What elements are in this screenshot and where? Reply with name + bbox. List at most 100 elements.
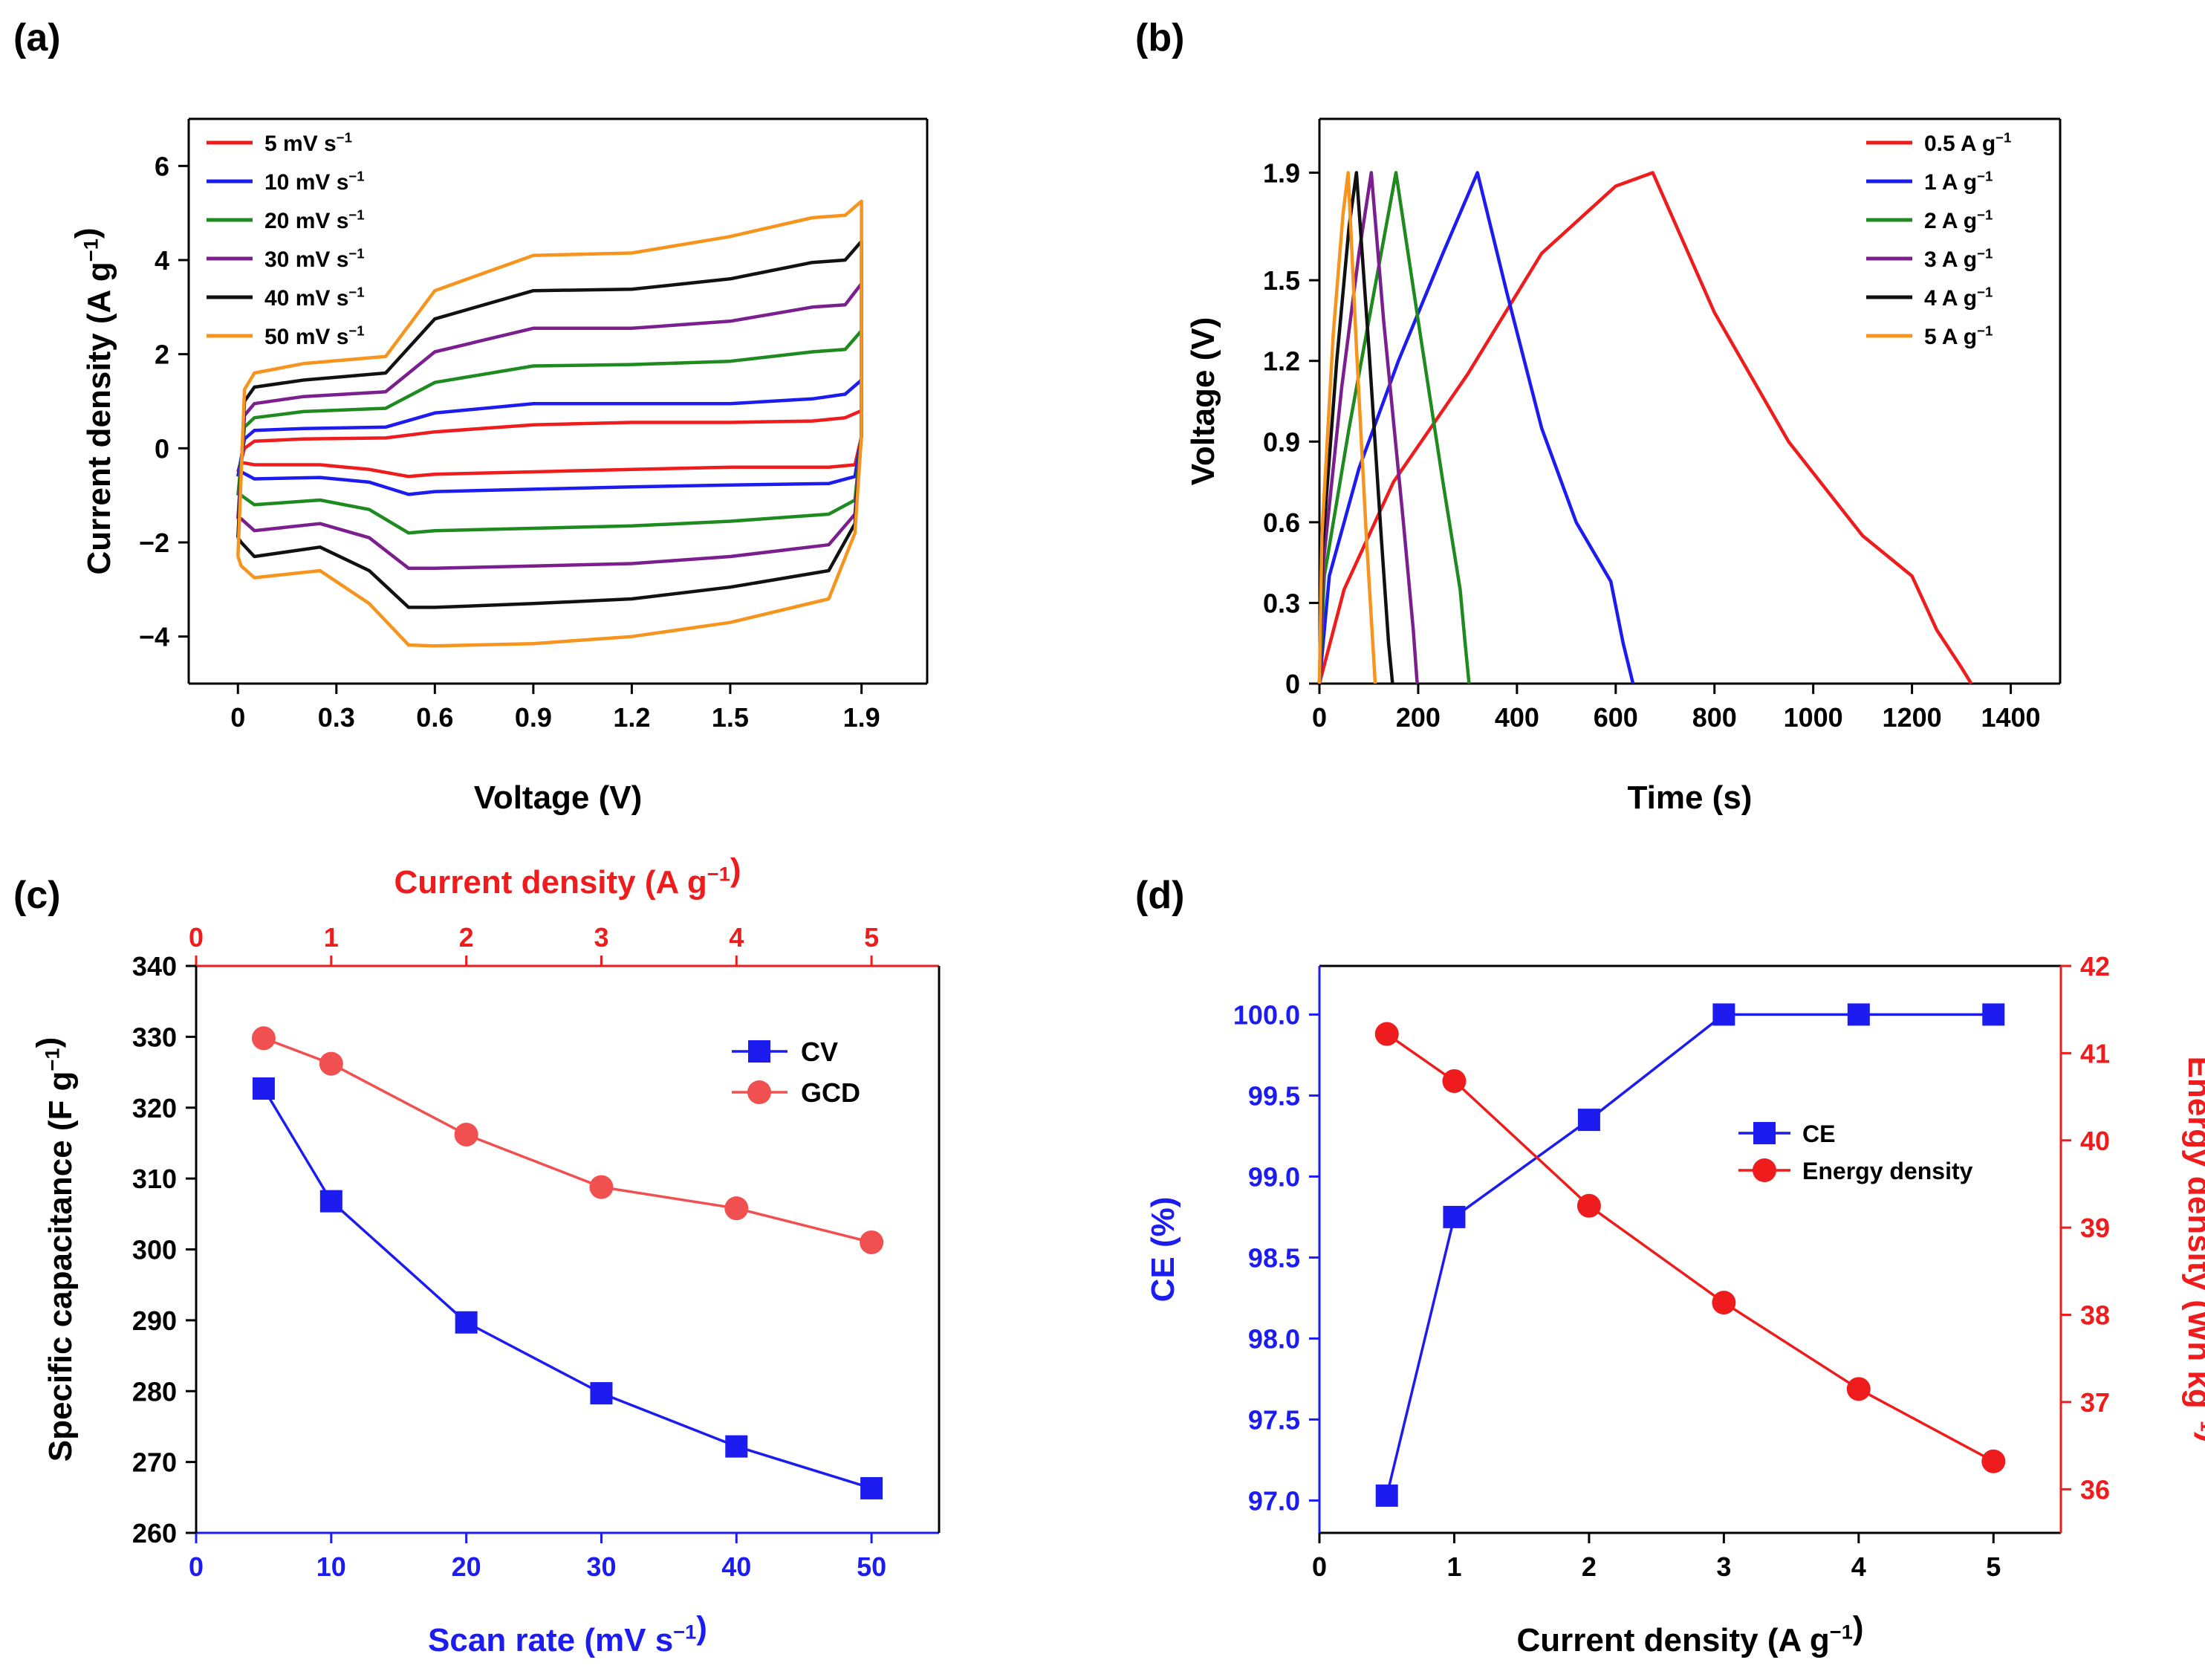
b-legend-label: 5 A g−1 <box>1924 323 1993 349</box>
c-xlabel: Scan rate (mV s−1) <box>428 1609 707 1658</box>
c-x-tick-label: 40 <box>721 1551 751 1582</box>
c-point-GCD <box>319 1051 343 1076</box>
b-y-tick-label: 0 <box>1285 669 1300 699</box>
d-point-Energy density <box>1442 1068 1467 1093</box>
c-point-CV <box>725 1435 748 1458</box>
c-x2-tick-label: 4 <box>729 922 744 953</box>
d-point-CE <box>1577 1109 1600 1132</box>
c-y-tick-label: 260 <box>132 1518 177 1548</box>
a-y-tick-label: −4 <box>139 622 169 652</box>
b-legend-label: 1 A g−1 <box>1924 169 1993 195</box>
c-ylabel: Specific capacitance (F g−1) <box>30 1037 79 1462</box>
c-y-tick-label: 320 <box>132 1093 177 1123</box>
d-legend-label: CE <box>1802 1120 1835 1147</box>
d-ylabel: CE (%) <box>1145 1197 1181 1303</box>
c-x-tick-label: 50 <box>857 1551 886 1582</box>
b-series-5 <box>1317 171 1394 684</box>
a-x-tick-label: 1.5 <box>712 702 749 733</box>
d-y2-tick-label: 38 <box>2080 1300 2110 1331</box>
b-x-tick-label: 0 <box>1312 702 1327 733</box>
c-x2label: Current density (A g−1) <box>394 852 741 901</box>
b-x-tick-label: 1200 <box>1883 702 1942 733</box>
b-y-tick-label: 0.3 <box>1263 588 1300 618</box>
d-point-CE <box>1712 1003 1735 1026</box>
d-y-tick-label: 97.5 <box>1248 1404 1300 1435</box>
a-xlabel: Voltage (V) <box>474 779 643 816</box>
c-legend-label: CV <box>801 1037 838 1067</box>
c-legend-label: GCD <box>801 1077 860 1108</box>
c-point-GCD <box>724 1196 749 1221</box>
a-legend-label: 40 mV s−1 <box>264 285 365 311</box>
c-legend-marker <box>748 1040 770 1063</box>
b-y-tick-label: 0.6 <box>1263 507 1300 538</box>
b-ylabel: Voltage (V) <box>1185 317 1221 486</box>
d-point-CE <box>1982 1003 2005 1026</box>
d-point-Energy density <box>1712 1291 1736 1315</box>
b-y-tick-label: 0.9 <box>1263 427 1300 457</box>
d-x-tick-label: 2 <box>1582 1551 1597 1582</box>
d-y-tick-label: 98.0 <box>1248 1323 1300 1354</box>
a-x-tick-label: 1.9 <box>843 702 880 733</box>
b-legend-label: 2 A g−1 <box>1924 207 1993 233</box>
c-point-CV <box>319 1190 342 1213</box>
a-legend-label: 5 mV s−1 <box>264 130 352 156</box>
d-y2-tick-label: 42 <box>2080 951 2110 982</box>
c-y-tick-label: 330 <box>132 1022 177 1052</box>
b-series-2 <box>1317 171 1635 684</box>
d-point-CE <box>1443 1205 1466 1228</box>
d-y-tick-label: 99.5 <box>1248 1080 1300 1111</box>
a-y-tick-label: 4 <box>155 245 169 276</box>
c-series-line-GCD <box>263 1037 872 1244</box>
c-x-tick-label: 20 <box>452 1551 481 1582</box>
c-series-line-CV <box>262 1088 872 1490</box>
c-y-tick-label: 270 <box>132 1447 177 1478</box>
c-x-tick-label: 30 <box>586 1551 616 1582</box>
a-x-tick-label: 0.6 <box>416 702 453 733</box>
d-legend-marker <box>1753 1158 1776 1182</box>
c-point-GCD <box>589 1175 614 1199</box>
d-series-line-CE <box>1385 1013 1994 1496</box>
a-legend-label: 10 mV s−1 <box>264 169 365 195</box>
b-series-6 <box>1317 171 1377 684</box>
b-legend-label: 0.5 A g−1 <box>1924 130 2011 156</box>
b-x-tick-label: 1000 <box>1784 702 1843 733</box>
b-x-tick-label: 400 <box>1495 702 1539 733</box>
a-x-tick-label: 0 <box>230 702 245 733</box>
d-y-tick-label: 100.0 <box>1233 999 1300 1030</box>
c-y-tick-label: 280 <box>132 1376 177 1407</box>
c-y-tick-label: 300 <box>132 1235 177 1265</box>
b-xlabel: Time (s) <box>1628 779 1753 816</box>
c-y-tick-label: 290 <box>132 1306 177 1336</box>
panel-label-d: (d) <box>1135 874 1184 917</box>
b-x-tick-label: 800 <box>1692 702 1737 733</box>
d-y2-tick-label: 40 <box>2080 1126 2110 1156</box>
c-point-CV <box>252 1077 275 1100</box>
d-x-tick-label: 1 <box>1446 1551 1461 1582</box>
c-point-CV <box>590 1382 613 1405</box>
c-x-tick-label: 10 <box>316 1551 346 1582</box>
d-point-Energy density <box>1846 1377 1871 1401</box>
d-point-CE <box>1375 1484 1398 1507</box>
d-y2-tick-label: 36 <box>2080 1474 2110 1505</box>
d-y2-tick-label: 37 <box>2080 1387 2110 1418</box>
a-y-tick-label: 6 <box>155 151 169 181</box>
b-y-tick-label: 1.2 <box>1263 346 1300 377</box>
b-x-tick-label: 1400 <box>1981 702 2040 733</box>
d-point-Energy density <box>1374 1022 1399 1046</box>
d-x-tick-label: 4 <box>1851 1551 1866 1582</box>
panel-label-a: (a) <box>13 16 61 59</box>
c-point-GCD <box>860 1230 884 1254</box>
a-x-tick-label: 0.9 <box>515 702 552 733</box>
c-x2-tick-label: 5 <box>864 922 879 953</box>
d-legend-marker <box>1753 1122 1776 1144</box>
d-point-CE <box>1847 1003 1870 1026</box>
panel-label-c: (c) <box>13 874 61 917</box>
d-xlabel: Current density (A g−1) <box>1516 1609 1863 1658</box>
d-y-tick-label: 98.5 <box>1248 1242 1300 1273</box>
b-y-tick-label: 1.5 <box>1263 265 1300 296</box>
a-x-tick-label: 0.3 <box>318 702 355 733</box>
b-legend-label: 4 A g−1 <box>1924 285 1993 311</box>
b-series-4 <box>1317 171 1419 684</box>
panel-label-b: (b) <box>1135 16 1184 59</box>
